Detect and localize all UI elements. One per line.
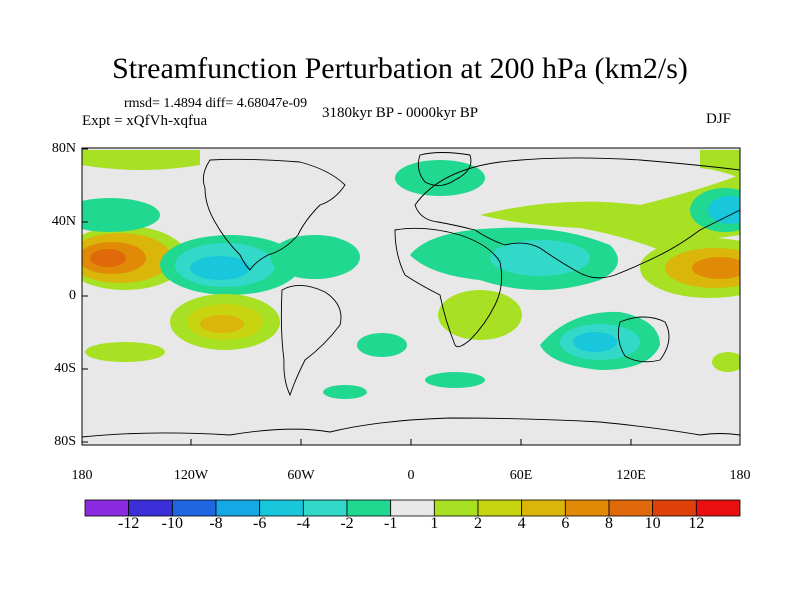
map-background — [82, 148, 740, 445]
coast-antarctica — [82, 417, 740, 438]
experiment-label: Expt = xQfVh-xqfua — [82, 113, 208, 129]
lon-label: 60W — [287, 468, 315, 483]
coast-eurasia — [414, 157, 740, 279]
contour-neg-ne-2 — [708, 196, 740, 224]
colorbar-tick-label: 12 — [688, 515, 705, 532]
colorbar-swatch — [564, 499, 610, 517]
contour-neg-satl — [357, 333, 407, 357]
colorbar-tick-label: 8 — [605, 515, 613, 532]
colorbar — [84, 499, 741, 517]
colorbar-tick-label: -2 — [340, 515, 354, 532]
colorbar-swatch — [171, 499, 217, 517]
colorbar-swatch — [259, 499, 304, 517]
contour-pos-spac-3 — [200, 315, 244, 333]
lon-label: 180 — [71, 468, 93, 483]
colorbar-swatch — [433, 499, 479, 517]
coast-south-america — [280, 285, 342, 397]
lat-label: 80S — [54, 434, 76, 449]
colorbar-swatch — [652, 499, 697, 517]
contour-arctic-pos-r — [700, 150, 740, 178]
coastlines — [82, 152, 740, 438]
contour-neg-america — [270, 235, 360, 279]
colorbar-tick-label: -4 — [296, 515, 310, 532]
coast-greenland — [417, 152, 472, 186]
contour-pos-se — [712, 352, 740, 372]
contour-fill-layer — [82, 150, 740, 399]
season-label: DJF — [706, 111, 732, 127]
colorbar-tick-label: 6 — [561, 515, 570, 532]
contour-pos-safrica — [438, 290, 522, 340]
lat-label: 80N — [51, 141, 76, 156]
colorbar-swatch — [390, 499, 435, 517]
lon-label: 120E — [616, 468, 646, 483]
colorbar-swatch — [608, 499, 654, 517]
period-label: 3180kyr BP - 0000kyr BP — [322, 105, 479, 121]
contour-neg-natl — [395, 160, 485, 196]
contour-pos-wpac-3 — [692, 257, 740, 279]
lon-label: 0 — [407, 468, 415, 483]
colorbar-tick-label: -12 — [117, 515, 140, 532]
lat-label: 40S — [54, 361, 76, 376]
lon-label: 60E — [509, 468, 533, 483]
lat-label: 40N — [51, 214, 76, 229]
contour-neg-afasia-2 — [490, 240, 590, 276]
contour-neg-sind-3 — [573, 332, 617, 352]
colorbar-tick-label: 4 — [517, 515, 526, 532]
colorbar-tick-label: 1 — [430, 515, 439, 532]
contour-neg-satl3 — [425, 372, 485, 388]
lat-label: 0 — [69, 288, 76, 303]
colorbar-tick-label: -1 — [383, 515, 398, 532]
colorbar-swatch — [346, 499, 392, 517]
stats-text: rmsd= 1.4894 diff= 4.68047e-09 — [124, 96, 308, 111]
colorbar-tick-label: 10 — [644, 515, 661, 532]
contour-neg-pacific-3 — [190, 256, 250, 280]
lon-label: 120W — [173, 468, 209, 483]
colorbar-swatch — [695, 499, 741, 517]
colorbar-swatch — [302, 499, 348, 517]
axis-ticks — [82, 148, 632, 445]
lon-label: 180 — [729, 468, 751, 483]
contour-pos-eurasia — [480, 175, 740, 250]
colorbar-tick-label: -10 — [161, 515, 183, 532]
figure-title: Streamfunction Perturbation at 200 hPa (… — [112, 52, 688, 85]
coast-australia — [617, 316, 670, 363]
contour-neg-satl2 — [323, 385, 367, 399]
contour-pos-far-sw — [85, 342, 165, 362]
colorbar-tick-label: -6 — [252, 515, 267, 532]
colorbar-swatch — [477, 499, 523, 517]
contour-neg-farleft — [82, 198, 160, 232]
contour-arctic-pos — [82, 150, 200, 170]
coast-africa — [394, 227, 503, 348]
contour-pos-8 — [90, 249, 126, 267]
colorbar-swatch — [84, 499, 130, 517]
colorbar-tick-label: -8 — [209, 515, 223, 532]
coast-north-america — [202, 158, 346, 271]
colorbar-swatch — [521, 499, 566, 517]
colorbar-swatch — [128, 499, 173, 517]
colorbar-swatch — [215, 499, 261, 517]
colorbar-tick-label: 2 — [474, 515, 482, 532]
